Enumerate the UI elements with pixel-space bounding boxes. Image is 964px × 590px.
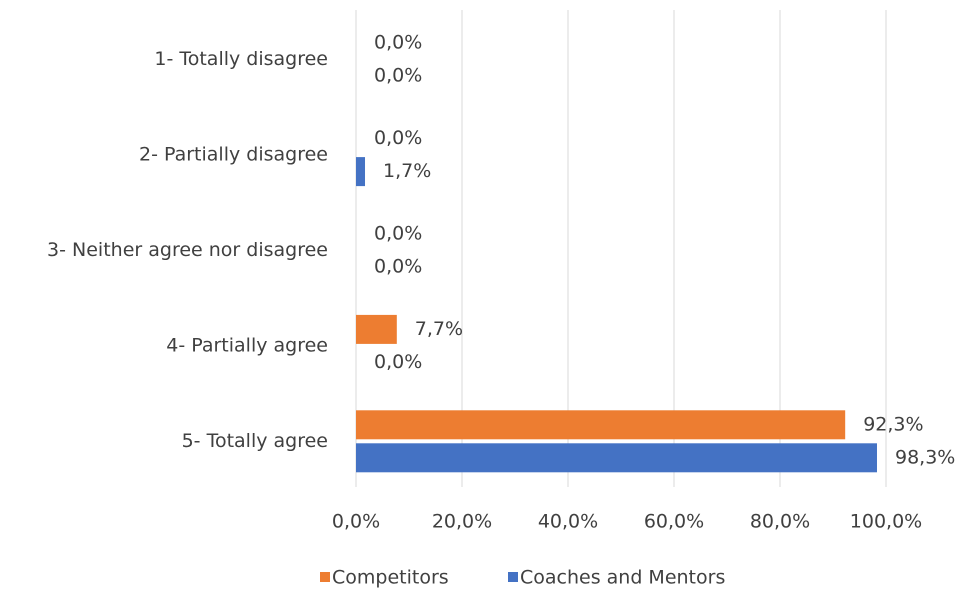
x-tick-label: 20,0% — [432, 511, 492, 533]
data-label: 7,7% — [415, 318, 463, 340]
data-label: 98,3% — [895, 446, 955, 468]
data-label: 0,0% — [374, 223, 422, 245]
x-tick-label: 80,0% — [750, 511, 810, 533]
data-label: 0,0% — [374, 256, 422, 278]
bar — [356, 443, 877, 473]
legend-label: Coaches and Mentors — [520, 567, 725, 589]
y-tick-label: 3- Neither agree nor disagree — [47, 239, 328, 261]
y-tick-label: 4- Partially agree — [166, 334, 328, 356]
bar — [356, 314, 397, 344]
x-tick-label: 100,0% — [850, 511, 922, 533]
x-tick-label: 0,0% — [332, 511, 380, 533]
data-label: 0,0% — [374, 65, 422, 87]
bar — [356, 410, 846, 440]
data-label: 0,0% — [374, 127, 422, 149]
y-tick-label: 1- Totally disagree — [154, 48, 328, 70]
x-tick-label: 40,0% — [538, 511, 598, 533]
legend-swatch — [508, 572, 518, 582]
legend-swatch — [320, 572, 330, 582]
data-label: 0,0% — [374, 32, 422, 54]
data-label: 1,7% — [383, 160, 431, 182]
bar — [356, 157, 366, 187]
y-tick-label: 2- Partially disagree — [139, 144, 328, 166]
x-tick-label: 60,0% — [644, 511, 704, 533]
data-label: 92,3% — [863, 413, 923, 435]
data-label: 0,0% — [374, 351, 422, 373]
y-tick-label: 5- Totally agree — [182, 430, 328, 452]
legend-label: Competitors — [332, 567, 449, 589]
